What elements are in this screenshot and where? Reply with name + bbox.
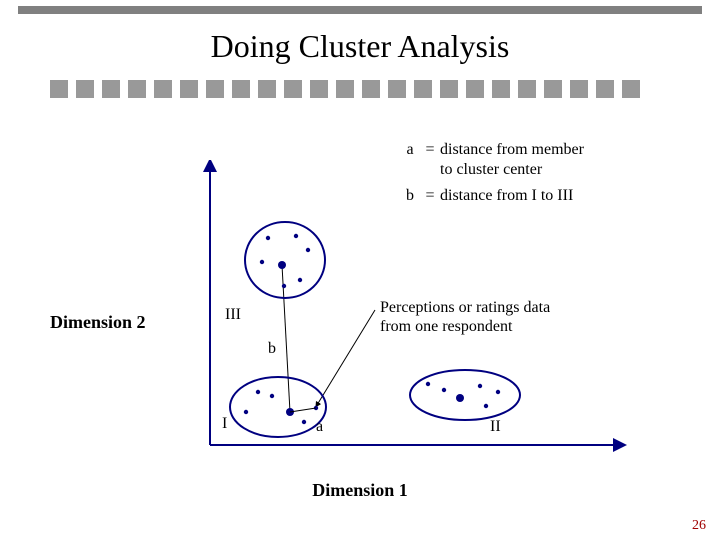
segment-a-label: a <box>316 418 323 436</box>
segment-b-label: b <box>268 340 276 358</box>
x-axis-label: Dimension 1 <box>0 480 720 501</box>
legend-a-lhs: a <box>400 140 420 160</box>
cluster-plot <box>200 160 630 460</box>
cluster-III-label: III <box>225 306 241 324</box>
legend-a-rhs1: distance from member <box>440 140 584 160</box>
decorative-dash-row <box>50 80 670 100</box>
y-axis-label: Dimension 2 <box>50 312 146 333</box>
legend-a-eq: = <box>420 140 440 160</box>
cluster-I-label: I <box>222 415 227 433</box>
top-border-bar <box>18 6 702 14</box>
slide-title: Doing Cluster Analysis <box>0 28 720 65</box>
legend-row-a: a = distance from member <box>400 140 584 160</box>
page-number: 26 <box>692 518 706 534</box>
cluster-II-label: II <box>490 418 501 436</box>
